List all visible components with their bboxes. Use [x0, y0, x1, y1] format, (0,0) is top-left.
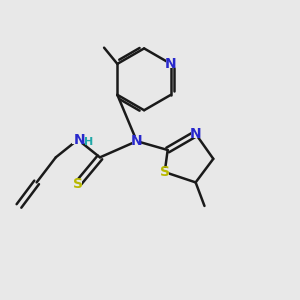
Text: H: H — [84, 137, 94, 147]
Text: N: N — [74, 133, 85, 147]
Bar — [160, 168, 169, 176]
Bar — [132, 136, 142, 146]
Text: N: N — [165, 57, 177, 71]
Bar — [167, 59, 175, 68]
Text: S: S — [160, 165, 170, 179]
Text: N: N — [190, 127, 202, 141]
Text: N: N — [131, 134, 142, 148]
Text: S: S — [73, 177, 83, 191]
Bar — [74, 179, 82, 188]
Bar — [72, 135, 83, 144]
Bar — [191, 129, 200, 138]
